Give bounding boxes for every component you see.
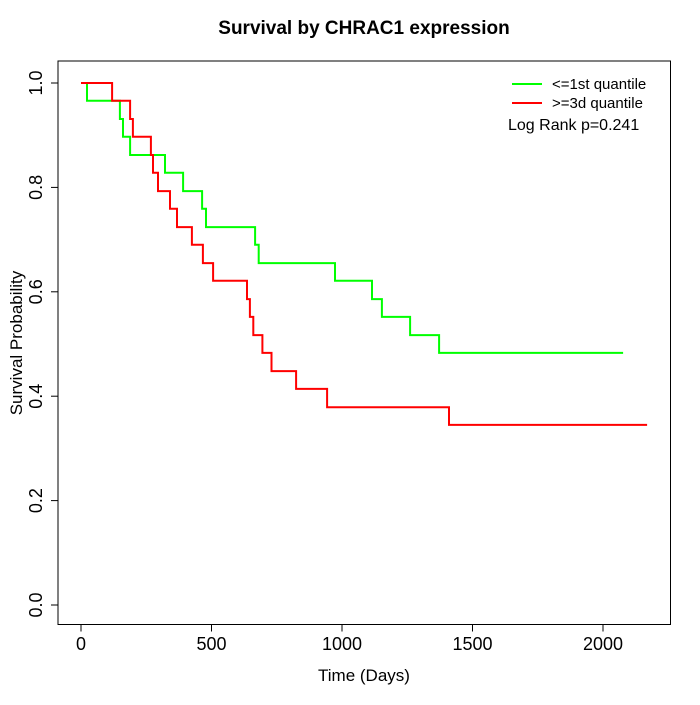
x-tick-label: 0 bbox=[76, 634, 86, 654]
km-curve-third-quantile bbox=[81, 82, 648, 426]
y-tick-label: 0.2 bbox=[26, 488, 46, 513]
km-curve-first-quantile bbox=[81, 82, 624, 354]
y-axis-label: Survival Probability bbox=[7, 270, 26, 415]
y-tick-label: 0.8 bbox=[26, 175, 46, 200]
x-tick-label: 2000 bbox=[583, 634, 623, 654]
y-axis-ticks: 0.0 0.2 0.4 0.6 0.8 1.0 bbox=[26, 70, 58, 618]
plot-border bbox=[57, 60, 671, 625]
legend-label-third-quantile: >=3d quantile bbox=[552, 95, 643, 112]
legend: <=1st quantile >=3d quantile Log Rank p=… bbox=[508, 76, 646, 134]
km-curves bbox=[81, 82, 648, 426]
y-tick-label: 0.0 bbox=[26, 592, 46, 617]
y-tick-label: 0.6 bbox=[26, 279, 46, 304]
x-axis-ticks: 0 500 1000 1500 2000 bbox=[76, 624, 623, 654]
x-axis-label: Time (Days) bbox=[318, 666, 410, 685]
x-tick-label: 1500 bbox=[452, 634, 492, 654]
y-tick-label: 1.0 bbox=[26, 70, 46, 95]
log-rank-annotation: Log Rank p=0.241 bbox=[508, 117, 639, 134]
plot-title: Survival by CHRAC1 expression bbox=[218, 18, 509, 39]
x-tick-label: 500 bbox=[196, 634, 226, 654]
y-tick-label: 0.4 bbox=[26, 384, 46, 409]
x-tick-label: 1000 bbox=[322, 634, 362, 654]
legend-label-first-quantile: <=1st quantile bbox=[552, 76, 646, 93]
